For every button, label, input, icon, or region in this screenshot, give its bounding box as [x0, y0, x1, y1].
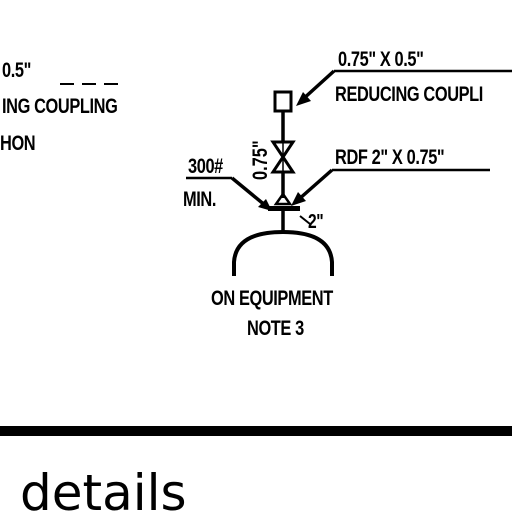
- reducing-coupling-label: REDUCING COUPLI: [335, 83, 483, 106]
- equipment-head: [232, 229, 334, 276]
- left-coupling-label: ING COUPLING: [2, 95, 118, 118]
- left-size-label: 0.5": [2, 59, 31, 82]
- rating-leader: [230, 176, 268, 208]
- equipment-note: NOTE 3: [247, 317, 304, 340]
- rdf-leader: [296, 168, 334, 202]
- reducer: [273, 191, 293, 206]
- reducing-coupling-leader: [300, 69, 336, 102]
- vertical-pipe-size: 0.75": [249, 140, 272, 180]
- flange-rating: 300#: [188, 155, 223, 178]
- flange-rating-min: MIN.: [183, 188, 217, 211]
- flange: [268, 206, 300, 211]
- valve-body: [270, 140, 296, 174]
- nozzle-leader: [299, 215, 311, 225]
- left-connection-label: HON: [0, 132, 36, 155]
- rdf-arrowhead: [291, 192, 306, 206]
- reducing-coupling-arrowhead: [296, 92, 311, 106]
- rdf-label: RDF 2" X 0.75": [335, 146, 445, 169]
- coupling-box: [273, 90, 293, 113]
- reducing-coupling-size: 0.75" X 0.5": [338, 48, 424, 71]
- equipment-label: ON EQUIPMENT: [211, 287, 333, 310]
- rating-arrowhead: [258, 199, 272, 211]
- separator-rule: [0, 426, 512, 436]
- details-heading: details: [20, 464, 187, 522]
- nozzle-size: 2": [308, 211, 324, 233]
